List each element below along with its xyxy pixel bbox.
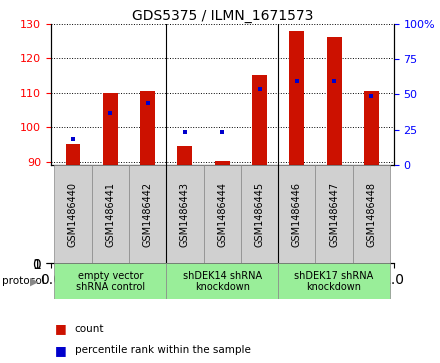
- Bar: [166, 165, 204, 263]
- Point: [70, 136, 77, 142]
- Text: ■: ■: [55, 322, 67, 335]
- Text: ■: ■: [55, 344, 67, 357]
- Text: percentile rank within the sample: percentile rank within the sample: [75, 345, 251, 355]
- Text: count: count: [75, 323, 104, 334]
- Text: GSM1486444: GSM1486444: [217, 182, 227, 247]
- Bar: [326, 37, 341, 165]
- Bar: [140, 91, 155, 165]
- Title: GDS5375 / ILMN_1671573: GDS5375 / ILMN_1671573: [132, 9, 313, 23]
- Bar: [353, 165, 390, 263]
- Bar: [66, 144, 81, 165]
- Text: protocol: protocol: [2, 276, 45, 286]
- Bar: [278, 263, 390, 299]
- Bar: [364, 91, 379, 165]
- Text: GSM1486441: GSM1486441: [105, 182, 115, 247]
- Text: GSM1486440: GSM1486440: [68, 182, 78, 247]
- Point: [219, 130, 226, 135]
- Bar: [252, 76, 267, 165]
- Point: [107, 110, 114, 116]
- Text: GSM1486447: GSM1486447: [329, 182, 339, 247]
- Text: ▶: ▶: [29, 276, 38, 286]
- Bar: [166, 263, 278, 299]
- Bar: [54, 263, 166, 299]
- Text: empty vector
shRNA control: empty vector shRNA control: [76, 270, 145, 292]
- Bar: [103, 93, 118, 165]
- Bar: [278, 165, 315, 263]
- Bar: [54, 165, 92, 263]
- Point: [368, 93, 375, 99]
- Text: GSM1486445: GSM1486445: [254, 182, 264, 247]
- Bar: [129, 165, 166, 263]
- Point: [144, 100, 151, 106]
- Point: [181, 129, 188, 135]
- Bar: [215, 161, 230, 165]
- Bar: [92, 165, 129, 263]
- Text: GSM1486443: GSM1486443: [180, 182, 190, 247]
- Bar: [315, 165, 353, 263]
- Text: shDEK17 shRNA
knockdown: shDEK17 shRNA knockdown: [294, 270, 374, 292]
- Text: GSM1486448: GSM1486448: [367, 182, 376, 247]
- Bar: [290, 30, 304, 165]
- Text: shDEK14 shRNA
knockdown: shDEK14 shRNA knockdown: [183, 270, 262, 292]
- Bar: [204, 165, 241, 263]
- Bar: [241, 165, 278, 263]
- Text: GSM1486446: GSM1486446: [292, 182, 302, 247]
- Text: GSM1486442: GSM1486442: [143, 182, 153, 247]
- Point: [293, 78, 301, 83]
- Bar: [177, 146, 192, 165]
- Point: [330, 78, 337, 83]
- Point: [256, 86, 263, 92]
